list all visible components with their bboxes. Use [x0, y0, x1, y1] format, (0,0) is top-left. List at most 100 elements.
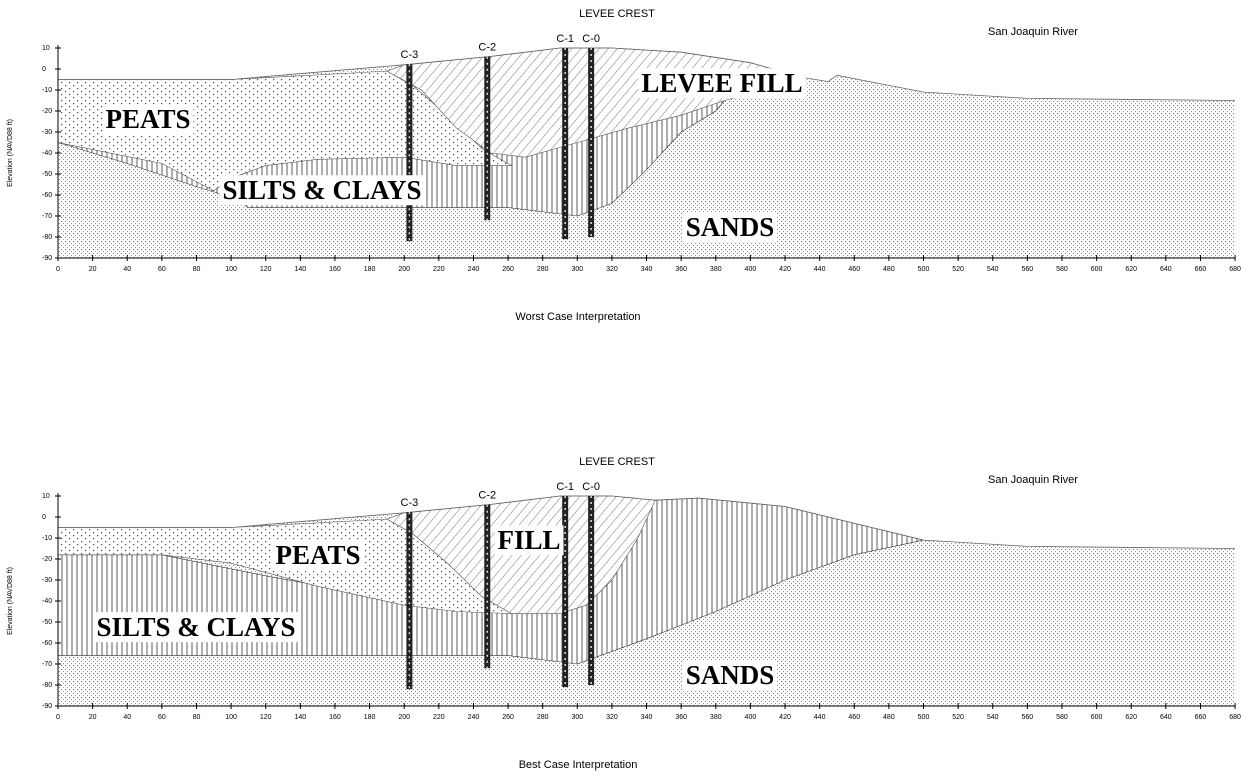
- boring-label: C-1: [556, 33, 574, 45]
- y-tick-label: 10: [42, 493, 50, 500]
- boring-label: C-0: [582, 33, 600, 45]
- y-tick-label: -80: [42, 234, 52, 241]
- x-tick-label: 60: [158, 266, 166, 273]
- x-tick-label: 140: [294, 714, 306, 721]
- y-axis-label: Elevation (NAVD88 ft): [7, 119, 14, 187]
- x-tick-label: 360: [675, 714, 687, 721]
- y-tick-label: 0: [42, 66, 46, 73]
- boring-label: C-3: [401, 497, 419, 509]
- x-tick-label: 540: [987, 714, 999, 721]
- x-tick-label: 400: [745, 266, 757, 273]
- y-tick-label: -70: [42, 213, 52, 220]
- x-tick-label: 500: [918, 266, 930, 273]
- x-tick-label: 600: [1091, 266, 1103, 273]
- boring-label: C-2: [478, 490, 496, 502]
- x-tick-label: 640: [1160, 714, 1172, 721]
- x-tick-label: 540: [987, 266, 999, 273]
- boring: [588, 496, 594, 685]
- x-tick-label: 460: [848, 266, 860, 273]
- levee-crest-label: LEVEE CREST: [579, 456, 655, 468]
- x-tick-label: 560: [1022, 714, 1034, 721]
- y-tick-label: -20: [42, 108, 52, 115]
- caption: Best Case Interpretation: [519, 759, 638, 771]
- x-tick-label: 420: [779, 266, 791, 273]
- x-tick-label: 200: [398, 266, 410, 273]
- x-tick-label: 220: [433, 266, 445, 273]
- x-tick-label: 680: [1229, 714, 1241, 721]
- layer-label: SILTS & CLAYS: [222, 175, 421, 205]
- x-tick-label: 500: [918, 714, 930, 721]
- x-tick-label: 560: [1022, 266, 1034, 273]
- x-tick-label: 380: [710, 714, 722, 721]
- y-tick-label: -40: [42, 598, 52, 605]
- x-tick-label: 640: [1160, 266, 1172, 273]
- layer-label: LEVEE FILL: [641, 68, 802, 98]
- boring-label: C-2: [478, 42, 496, 54]
- x-tick-label: 240: [468, 714, 480, 721]
- x-tick-label: 20: [89, 714, 97, 721]
- x-tick-label: 400: [745, 714, 757, 721]
- x-tick-label: 0: [56, 266, 60, 273]
- x-tick-label: 160: [329, 266, 341, 273]
- y-tick-label: 0: [42, 514, 46, 521]
- y-tick-label: -90: [42, 255, 52, 262]
- caption: Worst Case Interpretation: [515, 311, 640, 323]
- river-label: San Joaquin River: [988, 26, 1078, 38]
- x-tick-label: 20: [89, 266, 97, 273]
- y-tick-label: -10: [42, 535, 52, 542]
- boring-label: C-0: [582, 481, 600, 493]
- x-tick-label: 100: [225, 266, 237, 273]
- y-tick-label: -80: [42, 682, 52, 689]
- layer-label: SANDS: [686, 212, 775, 242]
- y-axis-label: Elevation (NAVD88 ft): [7, 567, 14, 635]
- x-tick-label: 60: [158, 714, 166, 721]
- x-tick-label: 320: [606, 714, 618, 721]
- x-tick-label: 660: [1195, 714, 1207, 721]
- x-tick-label: 360: [675, 266, 687, 273]
- boring-label: C-1: [556, 481, 574, 493]
- cross-sections: 100-10-20-30-40-50-60-70-80-900204060801…: [0, 0, 1243, 782]
- y-tick-label: -50: [42, 171, 52, 178]
- x-tick-label: 100: [225, 714, 237, 721]
- x-tick-label: 380: [710, 266, 722, 273]
- x-tick-label: 300: [571, 714, 583, 721]
- x-tick-label: 320: [606, 266, 618, 273]
- x-tick-label: 660: [1195, 266, 1207, 273]
- x-tick-label: 120: [260, 714, 272, 721]
- x-tick-label: 580: [1056, 714, 1068, 721]
- x-tick-label: 340: [641, 266, 653, 273]
- x-tick-label: 620: [1125, 266, 1137, 273]
- x-tick-label: 580: [1056, 266, 1068, 273]
- x-tick-label: 80: [193, 266, 201, 273]
- x-tick-label: 340: [641, 714, 653, 721]
- x-tick-label: 440: [814, 266, 826, 273]
- x-tick-label: 480: [883, 714, 895, 721]
- y-tick-label: -30: [42, 577, 52, 584]
- y-tick-label: 10: [42, 45, 50, 52]
- x-tick-label: 240: [468, 266, 480, 273]
- x-tick-label: 200: [398, 714, 410, 721]
- y-tick-label: -70: [42, 661, 52, 668]
- x-tick-label: 300: [571, 266, 583, 273]
- x-tick-label: 480: [883, 266, 895, 273]
- y-tick-label: -50: [42, 619, 52, 626]
- x-tick-label: 440: [814, 714, 826, 721]
- x-tick-label: 600: [1091, 714, 1103, 721]
- x-tick-label: 220: [433, 714, 445, 721]
- x-tick-label: 0: [56, 714, 60, 721]
- layer-label: SILTS & CLAYS: [96, 612, 295, 642]
- y-tick-label: -40: [42, 150, 52, 157]
- x-tick-label: 180: [364, 266, 376, 273]
- x-tick-label: 260: [502, 266, 514, 273]
- x-tick-label: 120: [260, 266, 272, 273]
- x-tick-label: 80: [193, 714, 201, 721]
- boring: [588, 48, 594, 237]
- x-tick-label: 160: [329, 714, 341, 721]
- x-tick-label: 680: [1229, 266, 1241, 273]
- y-tick-label: -60: [42, 192, 52, 199]
- x-tick-label: 420: [779, 714, 791, 721]
- x-tick-label: 620: [1125, 714, 1137, 721]
- x-tick-label: 280: [537, 266, 549, 273]
- x-tick-label: 40: [123, 714, 131, 721]
- x-tick-label: 280: [537, 714, 549, 721]
